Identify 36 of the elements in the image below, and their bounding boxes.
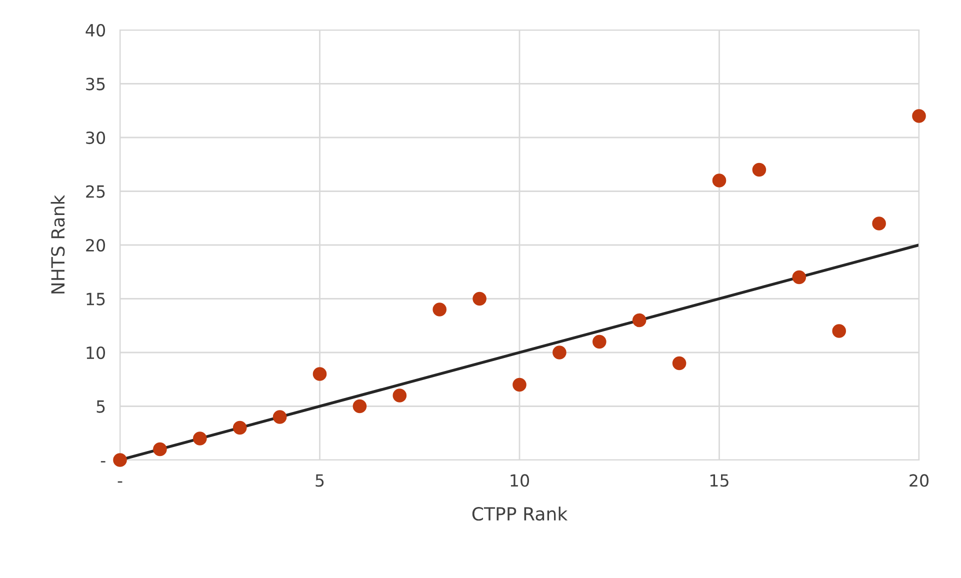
- point: [912, 109, 926, 123]
- y-tick-label: 10: [86, 346, 106, 360]
- point: [312, 367, 327, 381]
- y-tick-label: 30: [86, 131, 106, 144]
- point: [832, 324, 846, 338]
- point: [392, 388, 407, 402]
- y-tick-label: 40: [86, 24, 106, 37]
- x-tick-label: 15: [710, 474, 728, 487]
- y-tick-label: -: [100, 461, 106, 462]
- point: [712, 174, 726, 188]
- y-tick-label: 25: [86, 185, 105, 198]
- point: [153, 442, 167, 456]
- y-axis-title: NHTS Rank: [50, 194, 65, 294]
- point: [272, 410, 287, 424]
- point: [512, 378, 526, 392]
- point: [232, 420, 247, 435]
- y-tick-label: 35: [86, 78, 105, 90]
- point: [352, 399, 367, 414]
- x-tick-label: 10: [510, 474, 529, 487]
- point: [872, 216, 886, 230]
- y-tick-label: 20: [86, 238, 106, 252]
- x-axis-title: CTPP Rank: [472, 506, 568, 521]
- y-tick-label: 15: [86, 292, 105, 306]
- x-tick-label: 5: [316, 474, 324, 487]
- y-tick-label: 5: [96, 400, 105, 413]
- point: [752, 162, 766, 177]
- point: [113, 453, 127, 467]
- x-tick-label: 20: [910, 474, 928, 487]
- point: [632, 313, 646, 328]
- point: [672, 356, 686, 370]
- point: [552, 346, 566, 360]
- point: [592, 334, 606, 349]
- point: [192, 432, 207, 446]
- point: [432, 302, 447, 316]
- point: [792, 270, 806, 284]
- point: [472, 292, 486, 306]
